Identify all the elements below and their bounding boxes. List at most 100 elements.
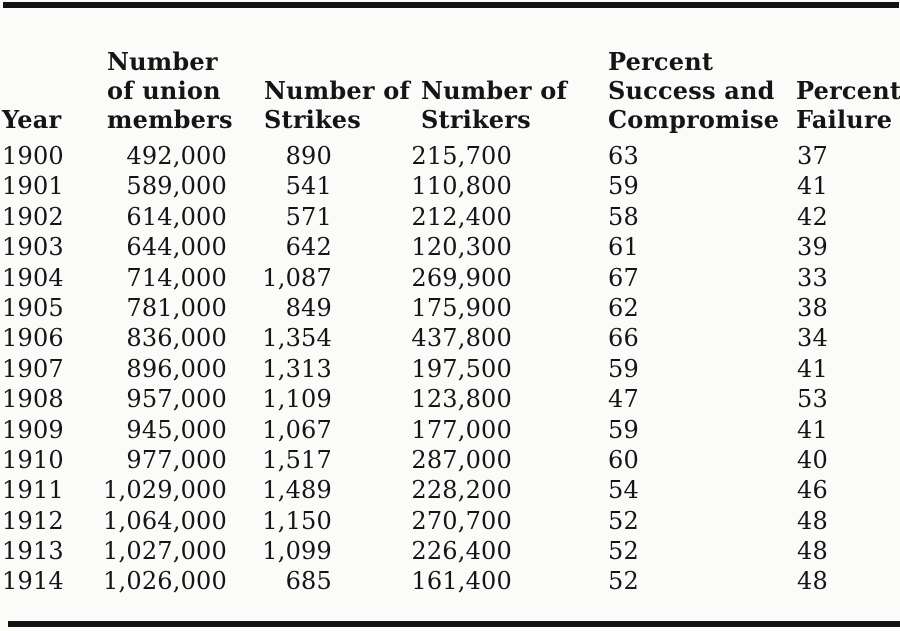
cell-union-members: 1,026,000 — [103, 567, 227, 596]
table-row: 1913 1,027,000 1,099 226,400 52 48 — [0, 536, 900, 566]
header-union-members-line: members — [107, 105, 233, 134]
cell-union-members: 957,000 — [126, 385, 227, 414]
table-row: 1904 714,000 1,087 269,900 67 33 — [0, 263, 900, 293]
cell-pct-success: 58 — [608, 202, 639, 231]
cell-year: 1902 — [2, 202, 64, 231]
cell-pct-failure: 39 — [797, 233, 828, 262]
cell-pct-failure: 53 — [797, 385, 828, 414]
cell-pct-success: 62 — [608, 293, 639, 322]
cell-strikers: 197,500 — [411, 354, 512, 383]
table-row: 1910 977,000 1,517 287,000 60 40 — [0, 445, 900, 475]
cell-strikes: 541 — [285, 172, 332, 201]
header-union-members-line: Number — [107, 47, 218, 76]
cell-pct-success: 59 — [608, 172, 639, 201]
cell-pct-failure: 41 — [797, 354, 828, 383]
cell-union-members: 614,000 — [126, 202, 227, 231]
bottom-rule — [8, 621, 900, 627]
cell-strikers: 270,700 — [411, 506, 512, 535]
cell-union-members: 836,000 — [126, 324, 227, 353]
cell-year: 1909 — [2, 415, 64, 444]
cell-pct-failure: 42 — [797, 202, 828, 231]
cell-pct-success: 61 — [608, 233, 639, 262]
cell-union-members: 492,000 — [126, 142, 227, 170]
table-row: 1903 644,000 642 120,300 61 39 — [0, 232, 900, 262]
cell-strikes: 1,517 — [262, 445, 332, 474]
cell-pct-success: 54 — [608, 476, 639, 505]
header-strikers-line: Strikers — [421, 105, 531, 134]
table-row: 1912 1,064,000 1,150 270,700 52 48 — [0, 506, 900, 536]
header-strikes-line: Number of — [264, 76, 410, 105]
cell-year: 1913 — [2, 537, 64, 566]
cell-pct-failure: 48 — [797, 567, 828, 596]
table-row: 1909 945,000 1,067 177,000 59 41 — [0, 415, 900, 445]
cell-strikers: 175,900 — [411, 293, 512, 322]
header-pct-failure: Percent Failure — [796, 76, 900, 134]
cell-year: 1910 — [2, 445, 64, 474]
table-header: Year Number of union members Number of S… — [0, 40, 900, 138]
cell-strikers: 123,800 — [411, 385, 512, 414]
cell-year: 1912 — [2, 506, 64, 535]
header-strikers: Number of Strikers — [421, 76, 567, 134]
cell-pct-failure: 41 — [797, 172, 828, 201]
cell-pct-failure: 38 — [797, 293, 828, 322]
cell-pct-success: 60 — [608, 445, 639, 474]
cell-pct-failure: 41 — [797, 415, 828, 444]
table-row: 1914 1,026,000 685 161,400 52 48 — [0, 566, 900, 596]
cell-strikers: 228,200 — [411, 476, 512, 505]
table-row: 1907 896,000 1,313 197,500 59 41 — [0, 354, 900, 384]
cell-strikes: 571 — [285, 202, 332, 231]
cell-strikes: 1,087 — [262, 263, 332, 292]
cell-strikes: 642 — [285, 233, 332, 262]
cell-strikers: 215,700 — [411, 142, 512, 170]
cell-union-members: 644,000 — [126, 233, 227, 262]
cell-pct-success: 52 — [608, 506, 639, 535]
cell-strikers: 287,000 — [411, 445, 512, 474]
cell-pct-success: 47 — [608, 385, 639, 414]
top-rule — [3, 2, 899, 8]
cell-strikers: 269,900 — [411, 263, 512, 292]
header-pct-failure-line: Failure — [796, 105, 893, 134]
table-rows: 1900 492,000 890 215,700 63 37 1901 589,000 541 1… — [0, 141, 900, 597]
cell-strikers: 437,800 — [411, 324, 512, 353]
header-strikes-line: Strikes — [264, 105, 361, 134]
cell-strikes: 1,099 — [262, 537, 332, 566]
header-union-members: Number of union members — [107, 47, 233, 134]
cell-pct-failure: 46 — [797, 476, 828, 505]
cell-year: 1901 — [2, 172, 64, 201]
header-year-line: Year — [2, 105, 62, 134]
cell-strikes: 890 — [285, 142, 332, 170]
cell-year: 1907 — [2, 354, 64, 383]
cell-year: 1904 — [2, 263, 64, 292]
cell-year: 1908 — [2, 385, 64, 414]
cell-year: 1905 — [2, 293, 64, 322]
cell-strikes: 1,150 — [262, 506, 332, 535]
table-row: 1901 589,000 541 110,800 59 41 — [0, 171, 900, 201]
cell-pct-success: 52 — [608, 537, 639, 566]
cell-union-members: 781,000 — [126, 293, 227, 322]
cell-strikers: 177,000 — [411, 415, 512, 444]
cell-strikes: 1,313 — [262, 354, 332, 383]
table-row: 1900 492,000 890 215,700 63 37 — [0, 141, 900, 171]
cell-strikes: 1,354 — [262, 324, 332, 353]
cell-pct-failure: 48 — [797, 537, 828, 566]
cell-union-members: 945,000 — [126, 415, 227, 444]
header-year: Year — [2, 105, 61, 134]
cell-union-members: 896,000 — [126, 354, 227, 383]
cell-strikers: 110,800 — [411, 172, 512, 201]
cell-strikes: 1,109 — [262, 385, 332, 414]
header-pct-success: Percent Success and Compromise — [608, 47, 779, 134]
cell-pct-success: 63 — [608, 142, 639, 170]
cell-strikers: 212,400 — [411, 202, 512, 231]
cell-strikers: 226,400 — [411, 537, 512, 566]
table-row: 1911 1,029,000 1,489 228,200 54 46 — [0, 475, 900, 505]
cell-pct-success: 67 — [608, 263, 639, 292]
cell-union-members: 1,029,000 — [103, 476, 227, 505]
header-union-members-line: of union — [107, 76, 221, 105]
cell-pct-success: 59 — [608, 354, 639, 383]
cell-year: 1911 — [2, 476, 64, 505]
cell-strikes: 849 — [285, 293, 332, 322]
table-row: 1906 836,000 1,354 437,800 66 34 — [0, 323, 900, 353]
cell-year: 1900 — [2, 142, 64, 170]
cell-pct-failure: 40 — [797, 445, 828, 474]
header-strikes: Number of Strikes — [264, 76, 410, 134]
